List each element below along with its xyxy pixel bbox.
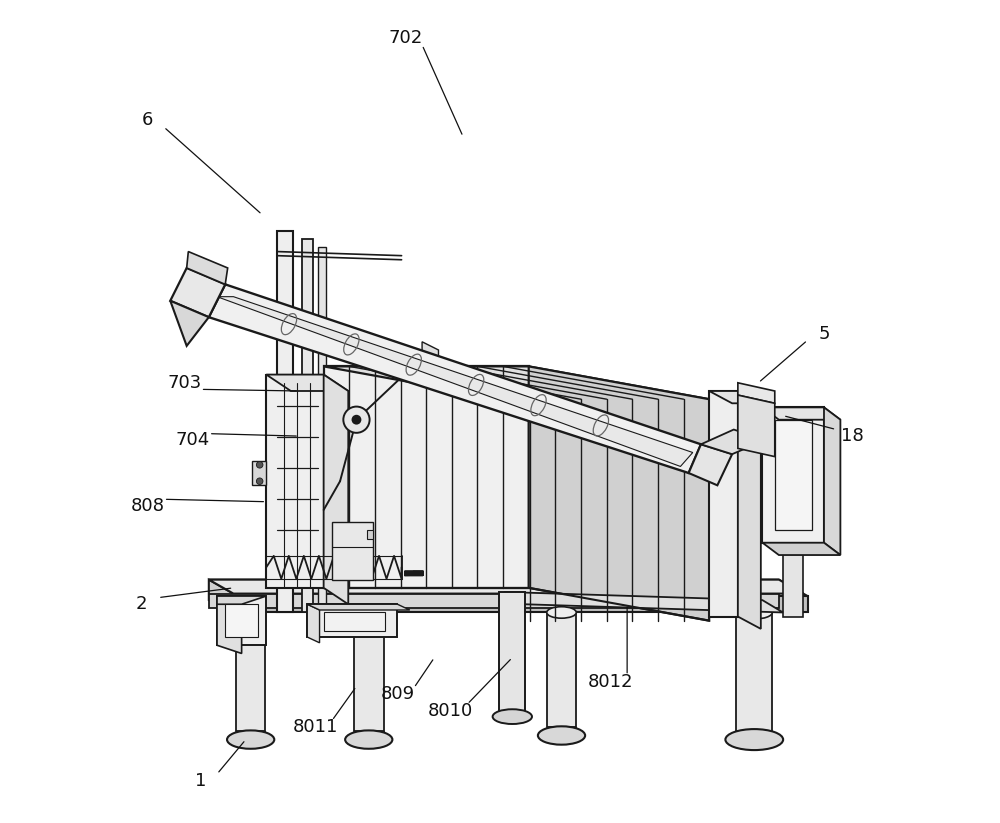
Polygon shape xyxy=(762,407,824,542)
Text: 704: 704 xyxy=(175,431,210,449)
Ellipse shape xyxy=(736,606,772,619)
Text: 6: 6 xyxy=(142,111,153,129)
Polygon shape xyxy=(217,596,266,645)
Polygon shape xyxy=(504,592,783,612)
Polygon shape xyxy=(225,604,258,637)
Ellipse shape xyxy=(538,727,585,745)
Polygon shape xyxy=(824,407,840,555)
Polygon shape xyxy=(324,366,529,588)
Ellipse shape xyxy=(236,607,265,618)
Polygon shape xyxy=(709,391,761,403)
Polygon shape xyxy=(701,430,765,454)
Ellipse shape xyxy=(725,729,783,750)
Polygon shape xyxy=(324,612,385,631)
Ellipse shape xyxy=(227,730,274,749)
Polygon shape xyxy=(738,383,775,403)
Text: 18: 18 xyxy=(841,427,864,445)
Polygon shape xyxy=(762,407,840,420)
Text: 2: 2 xyxy=(136,595,147,613)
Polygon shape xyxy=(775,420,812,531)
Polygon shape xyxy=(738,391,761,629)
Polygon shape xyxy=(217,296,693,467)
Ellipse shape xyxy=(493,709,532,724)
Polygon shape xyxy=(422,342,438,362)
Polygon shape xyxy=(217,596,242,653)
Text: 8011: 8011 xyxy=(293,718,338,737)
Polygon shape xyxy=(783,542,803,616)
Polygon shape xyxy=(209,579,238,612)
Polygon shape xyxy=(236,612,265,732)
Polygon shape xyxy=(547,728,576,736)
Polygon shape xyxy=(209,579,803,593)
Polygon shape xyxy=(324,374,348,604)
Text: 8012: 8012 xyxy=(588,673,633,691)
Text: 702: 702 xyxy=(389,30,423,47)
Circle shape xyxy=(256,462,263,468)
Polygon shape xyxy=(187,252,228,285)
Polygon shape xyxy=(266,374,324,588)
Ellipse shape xyxy=(547,607,576,618)
Polygon shape xyxy=(170,300,209,346)
Circle shape xyxy=(352,415,361,425)
Text: 703: 703 xyxy=(167,374,201,392)
Text: 8010: 8010 xyxy=(428,702,473,720)
Text: 1: 1 xyxy=(195,772,206,789)
Polygon shape xyxy=(307,604,410,610)
Polygon shape xyxy=(209,285,701,473)
Polygon shape xyxy=(354,612,384,732)
Polygon shape xyxy=(236,732,265,740)
Polygon shape xyxy=(736,612,772,732)
Polygon shape xyxy=(217,596,266,604)
Circle shape xyxy=(256,478,263,485)
Text: 5: 5 xyxy=(818,324,830,342)
Polygon shape xyxy=(302,239,313,612)
Polygon shape xyxy=(252,461,266,486)
Polygon shape xyxy=(332,523,373,579)
Polygon shape xyxy=(238,596,808,612)
Polygon shape xyxy=(499,592,525,711)
Ellipse shape xyxy=(345,730,392,749)
Ellipse shape xyxy=(354,607,384,618)
Polygon shape xyxy=(762,542,840,555)
Polygon shape xyxy=(529,366,709,621)
Polygon shape xyxy=(318,248,326,612)
Polygon shape xyxy=(738,395,775,457)
Text: 808: 808 xyxy=(130,497,164,515)
Polygon shape xyxy=(170,268,225,317)
Circle shape xyxy=(343,407,370,433)
Polygon shape xyxy=(709,391,738,616)
Polygon shape xyxy=(209,593,779,608)
Polygon shape xyxy=(547,612,576,728)
Polygon shape xyxy=(266,374,348,391)
Polygon shape xyxy=(689,444,732,486)
Polygon shape xyxy=(367,531,373,538)
Polygon shape xyxy=(354,732,384,740)
Text: 809: 809 xyxy=(380,686,415,704)
Polygon shape xyxy=(209,579,808,596)
Polygon shape xyxy=(736,732,772,740)
Polygon shape xyxy=(307,604,397,637)
Polygon shape xyxy=(277,231,293,612)
Polygon shape xyxy=(307,604,320,643)
Polygon shape xyxy=(324,366,709,399)
